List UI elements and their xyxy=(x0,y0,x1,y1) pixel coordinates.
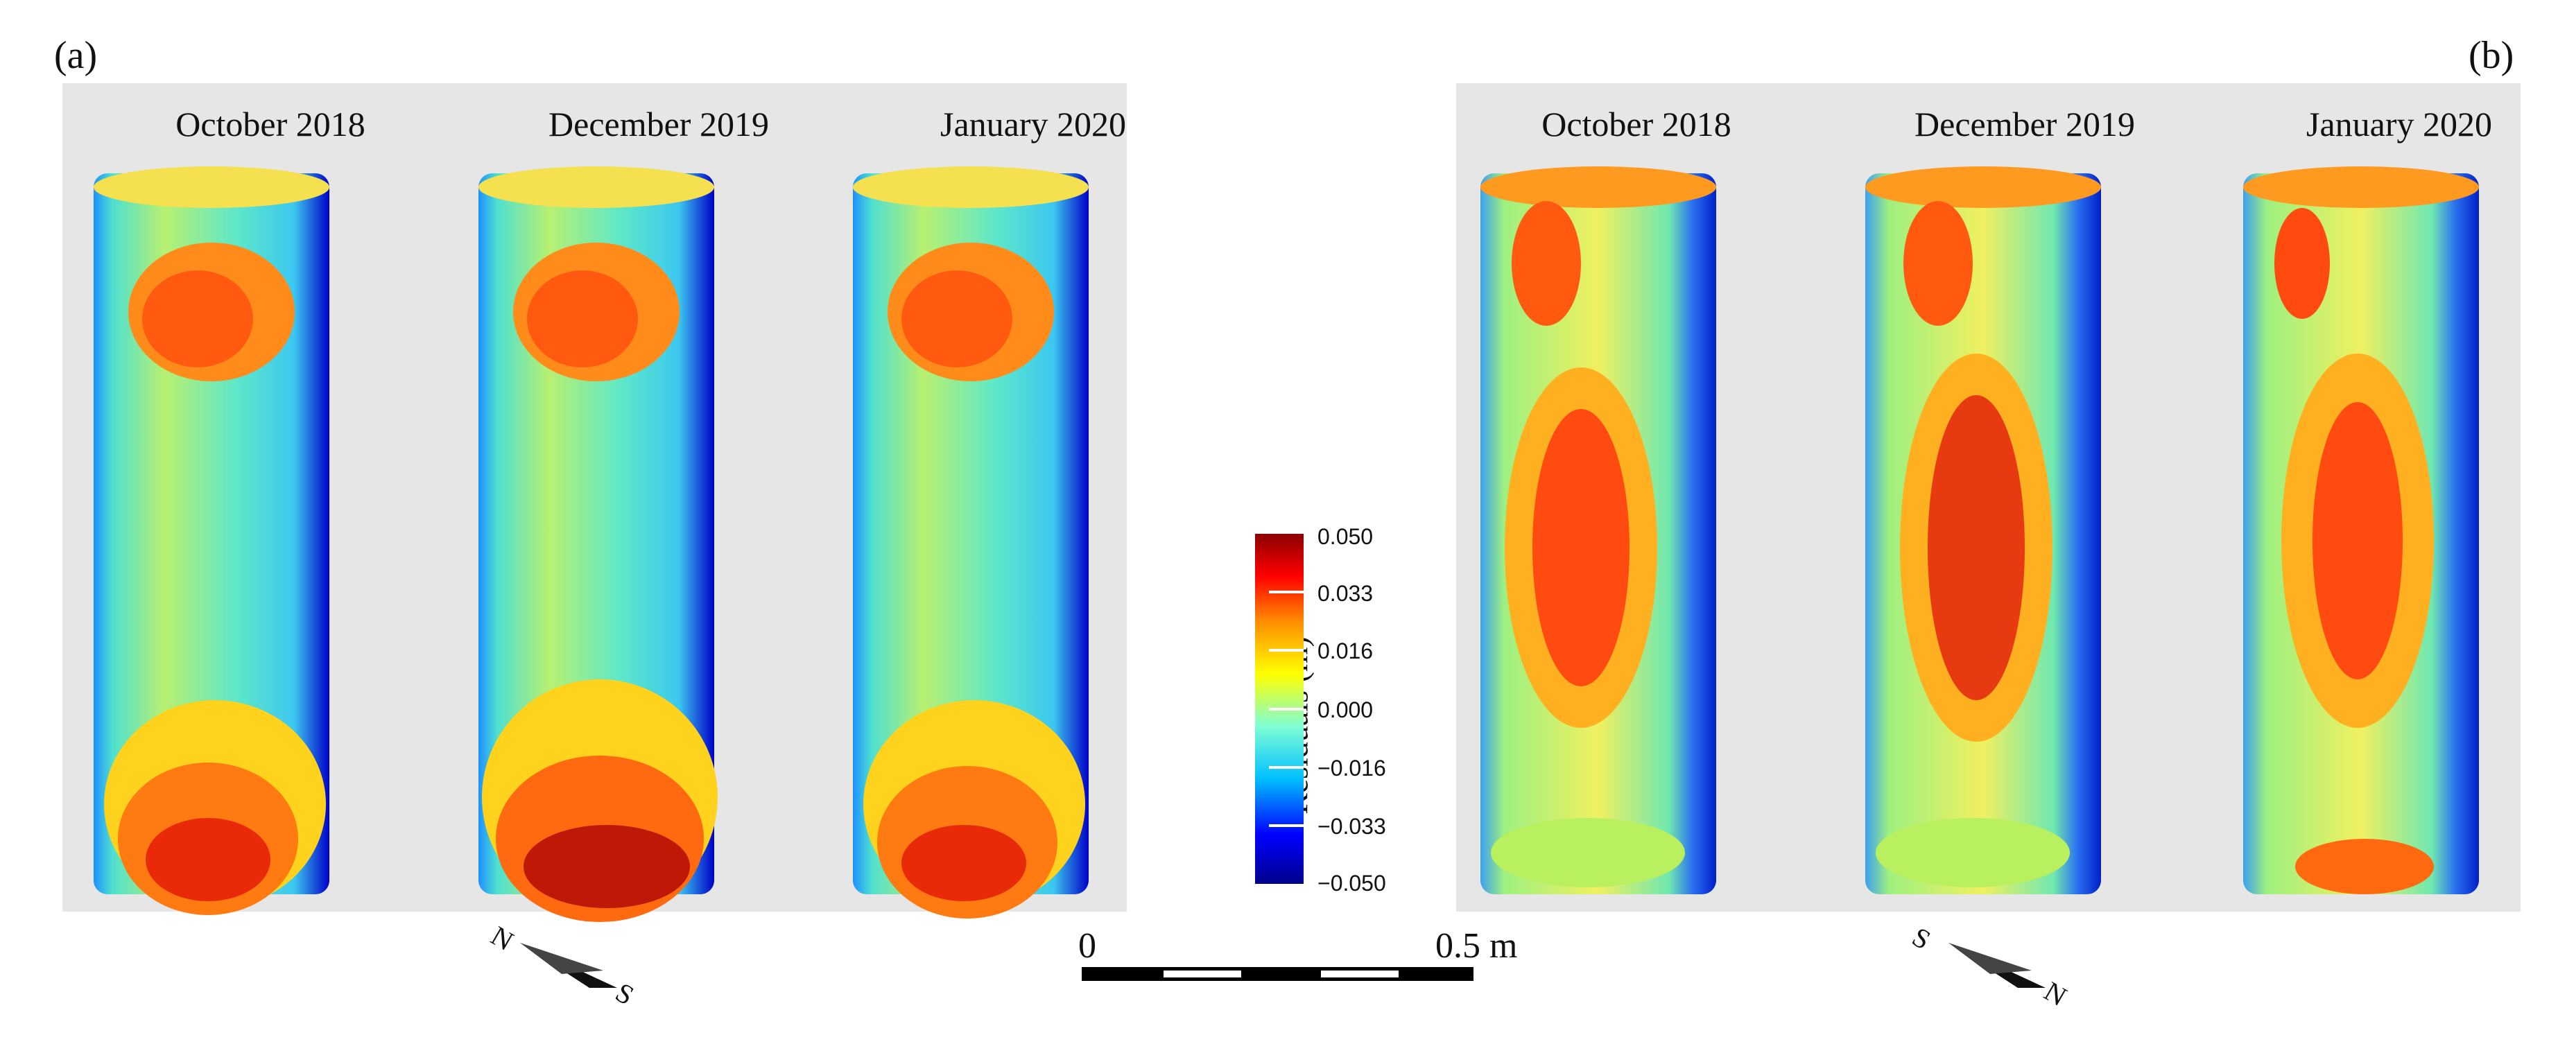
residual-map-b1 xyxy=(1480,166,1716,894)
residual-map-a2 xyxy=(478,166,718,922)
compass-icon xyxy=(520,943,617,988)
north-arrow-a: N S xyxy=(478,920,659,1012)
panel-b-title-1: October 2018 xyxy=(1541,105,1731,143)
colorbar-tick-7: −0.050 xyxy=(1317,871,1386,896)
panel-a-title-3: January 2020 xyxy=(940,105,1126,143)
colorbar-tick-4: 0.000 xyxy=(1317,697,1374,722)
colorbar xyxy=(1255,534,1304,884)
panel-b-title-2: December 2019 xyxy=(1914,105,2135,143)
panel-b: October 2018 December 2019 January 2020 xyxy=(1456,83,2521,912)
panel-b-label: (b) xyxy=(2469,34,2514,77)
residual-map-a1 xyxy=(94,166,329,915)
colorbar-tick-3: 0.016 xyxy=(1317,638,1374,663)
residual-map-b3 xyxy=(2243,166,2479,894)
scalebar-end-label: 0.5 m xyxy=(1435,926,1518,966)
panel-a-label: (a) xyxy=(54,34,98,77)
colorbar-tick-2: 0.033 xyxy=(1317,581,1374,606)
residual-map-b2 xyxy=(1865,166,2101,894)
colorbar-tick-1: 0.050 xyxy=(1317,524,1374,549)
panel-a-title-1: October 2018 xyxy=(175,105,365,143)
panel-a-title-2: December 2019 xyxy=(548,105,769,143)
residual-map-a3 xyxy=(853,166,1089,919)
compass-icon xyxy=(1948,943,2046,988)
scalebar xyxy=(1082,967,1473,981)
colorbar-tick-6: −0.033 xyxy=(1317,814,1386,839)
panel-a: October 2018 December 2019 January 2020 xyxy=(62,83,1127,922)
panel-b-title-3: January 2020 xyxy=(2306,105,2492,143)
north-arrow-b: S N xyxy=(1900,921,2080,1012)
scalebar-start-label: 0 xyxy=(1078,926,1096,966)
colorbar-tick-5: −0.016 xyxy=(1317,756,1386,781)
